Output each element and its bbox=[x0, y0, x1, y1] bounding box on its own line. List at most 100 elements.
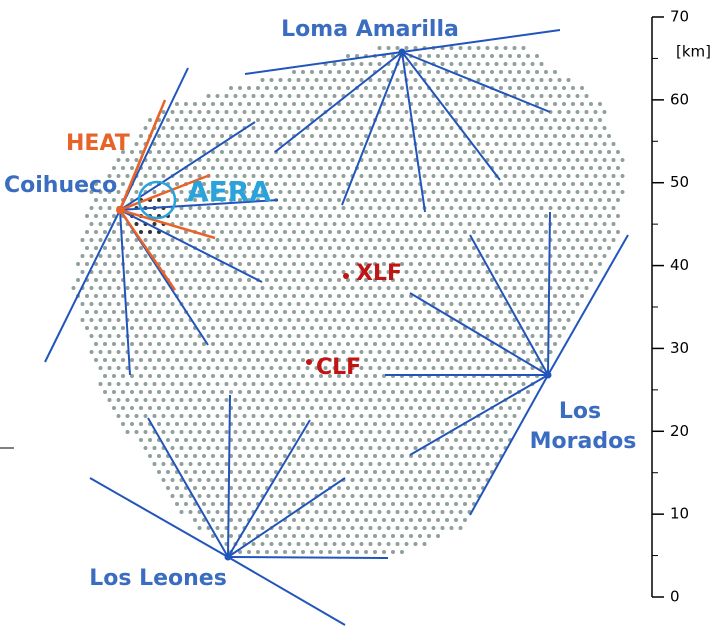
detector-dot bbox=[494, 78, 499, 82]
detector-dot bbox=[440, 270, 445, 274]
detector-dot bbox=[220, 470, 224, 474]
detector-dot bbox=[215, 302, 220, 306]
detector-dot bbox=[229, 278, 233, 282]
detector-dot bbox=[395, 270, 400, 274]
detector-dot bbox=[229, 486, 233, 490]
detector-dot bbox=[175, 230, 179, 234]
detector-dot bbox=[548, 142, 553, 146]
detector-dot bbox=[535, 102, 539, 106]
detector-dot bbox=[409, 438, 413, 442]
detector-dot bbox=[94, 310, 98, 314]
detector-dot bbox=[310, 310, 314, 314]
fov-line bbox=[118, 111, 162, 211]
detector-dot bbox=[341, 398, 346, 402]
detector-dot bbox=[251, 302, 256, 306]
detector-dot bbox=[485, 222, 490, 226]
detector-dot bbox=[539, 174, 544, 178]
detector-dot bbox=[94, 342, 98, 346]
detector-dot bbox=[211, 422, 215, 426]
detector-dot bbox=[517, 310, 521, 314]
detector-dot bbox=[530, 254, 535, 258]
detector-dot bbox=[296, 414, 301, 418]
detector-dot bbox=[179, 398, 184, 402]
detector-dot bbox=[301, 182, 305, 186]
detector-dot bbox=[220, 134, 224, 138]
detector-dot bbox=[598, 118, 602, 122]
detector-dot bbox=[139, 422, 143, 426]
fov-line bbox=[547, 234, 629, 376]
detector-dot bbox=[314, 222, 319, 226]
detector-dot bbox=[283, 422, 287, 426]
detector-dot bbox=[98, 238, 103, 242]
detector-dot bbox=[553, 166, 557, 170]
detector-dot bbox=[179, 382, 184, 386]
detector-dot bbox=[463, 102, 467, 106]
detector-dot bbox=[422, 366, 427, 370]
detector-dot bbox=[553, 86, 557, 90]
detector-dot bbox=[413, 462, 418, 466]
detector-dot bbox=[377, 382, 382, 386]
detector-dot bbox=[188, 222, 193, 226]
detector-dot bbox=[193, 294, 197, 298]
detector-dot bbox=[368, 478, 373, 482]
detector-dot bbox=[445, 518, 449, 522]
detector-dot bbox=[238, 278, 242, 282]
detector-dot bbox=[377, 350, 382, 354]
detector-dot bbox=[139, 182, 143, 186]
detector-dot bbox=[512, 222, 517, 226]
detector-dot bbox=[400, 198, 404, 202]
detector-dot bbox=[400, 230, 404, 234]
fov-line bbox=[341, 51, 403, 206]
detector-dot bbox=[341, 302, 346, 306]
detector-dot bbox=[449, 286, 454, 290]
detector-dot bbox=[431, 190, 436, 194]
detector-dot bbox=[170, 254, 175, 258]
detector-dot bbox=[593, 254, 598, 258]
detector-dot bbox=[418, 246, 422, 250]
detector-dot bbox=[179, 510, 184, 514]
detector-dot bbox=[184, 214, 188, 218]
detector-dot bbox=[251, 334, 256, 338]
detector-dot bbox=[260, 398, 265, 402]
detector-dot bbox=[490, 182, 494, 186]
detector-dot bbox=[301, 550, 305, 554]
detector-dot bbox=[422, 254, 427, 258]
detector-dot bbox=[107, 270, 112, 274]
detector-dot bbox=[301, 230, 305, 234]
fov-line bbox=[409, 374, 549, 456]
detector-dot bbox=[521, 398, 526, 402]
detector-dot bbox=[490, 310, 494, 314]
detector-dot bbox=[359, 350, 364, 354]
detector-dot bbox=[346, 358, 350, 362]
detector-dot bbox=[350, 366, 355, 370]
detector-dot bbox=[445, 486, 449, 490]
detector-dot bbox=[467, 190, 472, 194]
detector-dot bbox=[395, 94, 400, 98]
detector-dot bbox=[139, 342, 143, 346]
detector-dot bbox=[377, 366, 382, 370]
detector-dot bbox=[292, 230, 296, 234]
detector-dot bbox=[269, 254, 274, 258]
detector-dot bbox=[215, 334, 220, 338]
detector-dot bbox=[346, 150, 350, 154]
detector-dot bbox=[98, 206, 103, 210]
detector-dot bbox=[134, 286, 139, 290]
detector-dot bbox=[197, 174, 202, 178]
detector-dot bbox=[481, 230, 485, 234]
detector-dot bbox=[575, 158, 580, 162]
detector-dot bbox=[436, 54, 440, 58]
detector-dot bbox=[332, 478, 337, 482]
detector-dot bbox=[449, 334, 454, 338]
fov-line bbox=[401, 29, 561, 53]
detector-dot bbox=[350, 302, 355, 306]
detector-dot bbox=[436, 246, 440, 250]
detector-dot bbox=[517, 214, 521, 218]
detector-dot bbox=[350, 238, 355, 242]
detector-dot bbox=[463, 438, 467, 442]
detector-dot bbox=[242, 174, 247, 178]
detector-dot bbox=[530, 126, 535, 130]
detector-dot bbox=[382, 86, 386, 90]
detector-dot bbox=[386, 126, 391, 130]
detector-dot bbox=[314, 302, 319, 306]
